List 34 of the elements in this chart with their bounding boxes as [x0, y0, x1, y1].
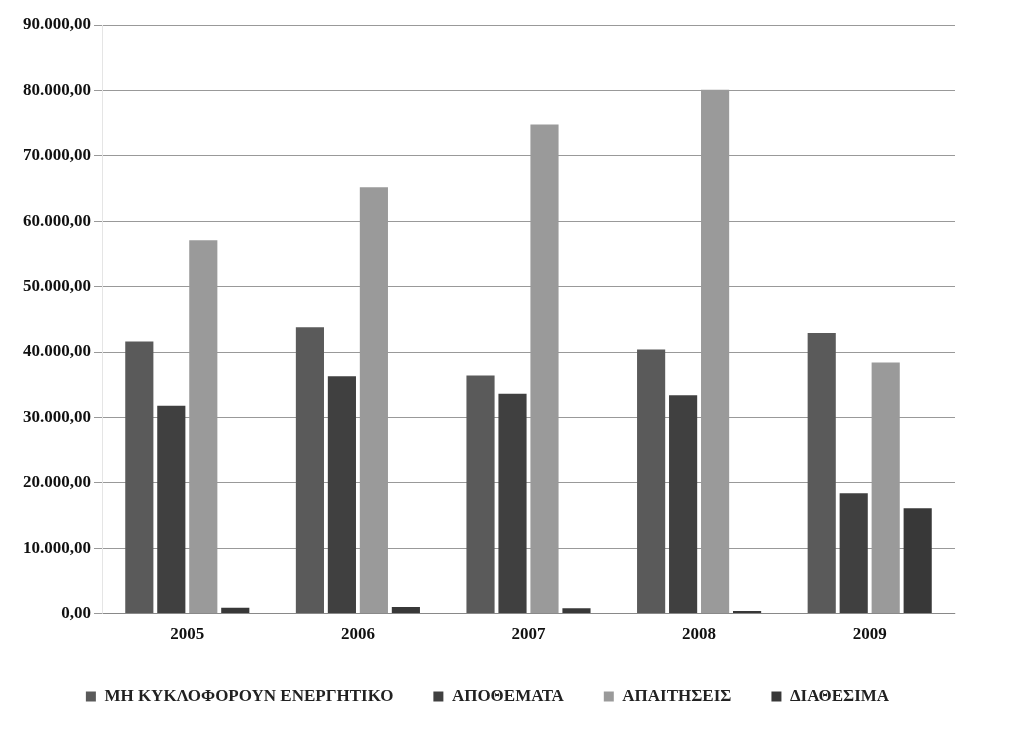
- bar: [498, 393, 527, 614]
- y-tick-label: 70.000,00: [23, 145, 91, 165]
- y-tick-label: 0,00: [61, 602, 91, 622]
- x-tick-label: 2007: [511, 624, 546, 644]
- bar: [807, 333, 836, 614]
- bar: [327, 376, 356, 614]
- y-tick-label: 40.000,00: [23, 341, 91, 361]
- bar: [637, 349, 666, 614]
- x-tick-label: 2006: [340, 624, 375, 644]
- legend-label: ΜΗ ΚΥΚΛΟΦΟΡΟΥΝ ΕΝΕΡΓΗΤΙΚΟ: [104, 685, 394, 705]
- legend-label: ΑΠΑΙΤΗΣΕΙΣ: [622, 685, 732, 705]
- bar: [157, 405, 186, 614]
- x-tick-label: 2005: [170, 624, 205, 644]
- bar: [733, 610, 762, 614]
- bar: [221, 607, 250, 614]
- x-tick-label: 2008: [682, 624, 717, 644]
- legend-label: ΑΠΟΘΕΜΑΤΑ: [451, 685, 565, 705]
- bar: [295, 327, 324, 614]
- y-tick-label: 30.000,00: [23, 406, 91, 426]
- bar: [562, 608, 591, 614]
- y-tick-label: 90.000,00: [23, 14, 91, 34]
- y-tick-label: 20.000,00: [23, 472, 91, 492]
- y-tick-label: 10.000,00: [23, 537, 91, 557]
- bar: [391, 607, 420, 614]
- bar: [669, 395, 698, 614]
- y-tick-label: 50.000,00: [23, 275, 91, 295]
- bar: [903, 508, 932, 614]
- y-tick-label: 80.000,00: [23, 79, 91, 99]
- bar: [839, 493, 868, 614]
- x-tick-label: 2009: [852, 624, 887, 644]
- legend-label: ΔΙΑΘΕΣΙΜΑ: [789, 685, 890, 705]
- bar: [466, 375, 495, 614]
- y-tick-label: 60.000,00: [23, 210, 91, 230]
- bar: [125, 341, 154, 614]
